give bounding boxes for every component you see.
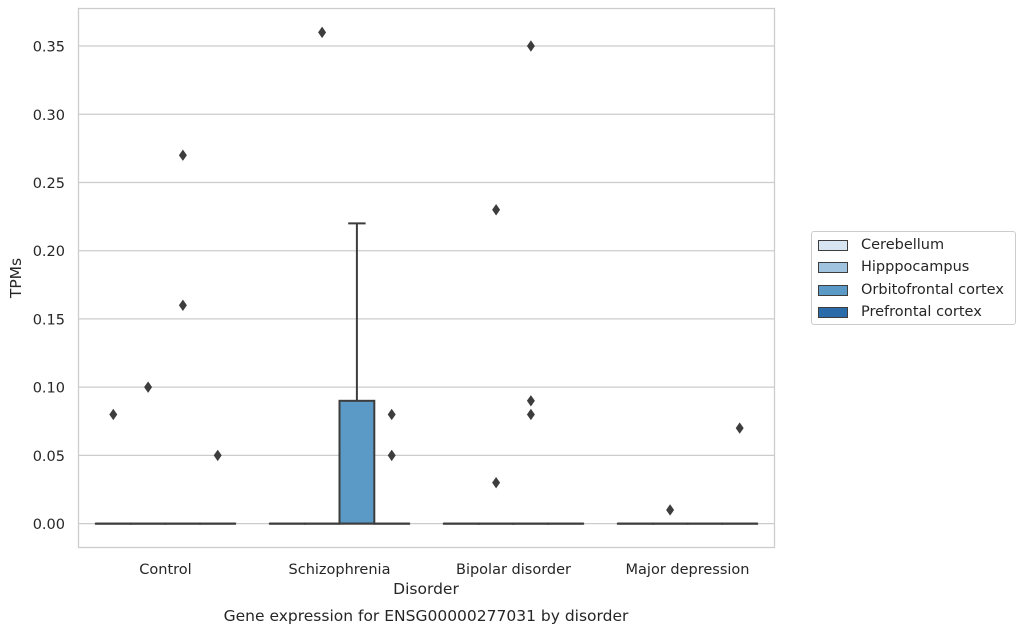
- outlier-point: [526, 40, 535, 52]
- box-orbitofrontal-cortex-schizophrenia: [338, 399, 376, 525]
- outlier-point: [492, 204, 501, 216]
- outlier-point: [213, 449, 222, 462]
- legend-item-cerebellum: Cerebellum: [818, 236, 944, 254]
- outlier-point: [318, 26, 327, 39]
- y-tick-label: 0.00: [33, 517, 65, 533]
- x-tick-labels: Control Schizophrenia Bipolar disorder Majo…: [139, 562, 749, 578]
- outlier-point: [526, 408, 535, 421]
- legend-label-prefrontal-cortex: Prefrontal cortex: [861, 304, 982, 320]
- x-tick-label: Major depression: [626, 562, 750, 578]
- grid-lines: [78, 45, 775, 525]
- x-tick-label: Schizophrenia: [289, 562, 391, 578]
- plot-frame: [77, 7, 776, 549]
- legend-swatch-hippocampus: [818, 261, 848, 273]
- y-tick-label: 0.05: [33, 449, 65, 465]
- outlier-point: [492, 476, 501, 489]
- legend-item-hippocampus: Hipppocampus: [818, 258, 969, 276]
- x-axis-label: Disorder: [393, 580, 459, 598]
- y-tick-label: 0.15: [33, 312, 65, 328]
- y-tick-label: 0.25: [33, 176, 65, 192]
- legend-label-cerebellum: Cerebellum: [861, 237, 945, 253]
- outlier-point: [735, 422, 744, 434]
- outlier-layer: [109, 26, 744, 516]
- outlier-point: [387, 449, 396, 462]
- outlier-point: [178, 299, 187, 311]
- outlier-point: [387, 408, 396, 421]
- legend-item-orbitofrontal-cortex: Orbitofrontal cortex: [818, 281, 1004, 299]
- y-tick-label: 0.10: [33, 381, 65, 397]
- x-tick-label: Bipolar disorder: [456, 562, 571, 578]
- outlier-point: [109, 408, 118, 421]
- outlier-point: [144, 381, 153, 393]
- y-axis-label: TPMs: [7, 258, 25, 299]
- legend-swatch-prefrontal-cortex: [818, 306, 848, 318]
- legend-label-hippocampus: Hipppocampus: [861, 259, 970, 275]
- legend-swatch-cerebellum: [818, 239, 848, 251]
- x-tick-label: Control: [139, 562, 191, 578]
- y-tick-label: 0.30: [33, 108, 65, 124]
- y-tick-labels: 0.00 0.05 0.10 0.15 0.20 0.25 0.30 0.35: [33, 40, 65, 534]
- legend-swatch-orbitofrontal-cortex: [818, 284, 848, 296]
- outlier-point: [178, 149, 187, 161]
- y-tick-label: 0.35: [33, 40, 65, 56]
- chart-caption: Gene expression for ENSG00000277031 by d…: [223, 607, 629, 625]
- outlier-point: [526, 395, 535, 407]
- box-layer: [94, 222, 759, 525]
- legend-label-orbitofrontal-cortex: Orbitofrontal cortex: [861, 282, 1004, 298]
- legend: Cerebellum Hipppocampus Orbitofrontal co…: [811, 231, 1016, 325]
- outlier-point: [666, 504, 675, 516]
- y-tick-label: 0.20: [33, 244, 65, 260]
- legend-item-prefrontal-cortex: Prefrontal cortex: [818, 303, 982, 321]
